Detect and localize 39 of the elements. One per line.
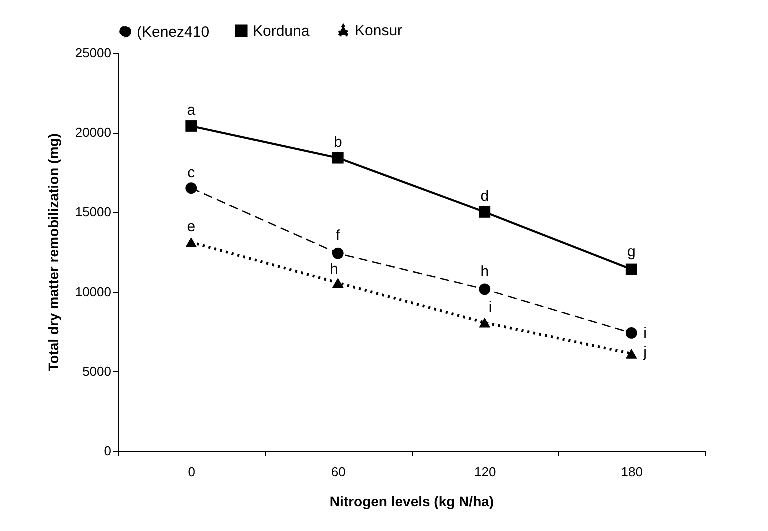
x-tick-label: 120 xyxy=(474,464,496,480)
x-tick-label: 60 xyxy=(331,464,346,480)
point xyxy=(479,284,491,296)
point xyxy=(186,120,198,132)
y-tick-label: 5000 xyxy=(82,364,112,379)
point xyxy=(626,328,638,339)
annotation: c xyxy=(188,164,196,182)
annotation: b xyxy=(334,134,342,152)
y-tick-label: 0 xyxy=(104,444,112,458)
point xyxy=(626,264,638,276)
annotation: g xyxy=(627,244,636,261)
x-tick-label: 180 xyxy=(621,464,643,480)
point xyxy=(332,248,344,260)
annotation: j xyxy=(642,344,647,361)
annotation: h xyxy=(330,261,338,278)
annotation: f xyxy=(336,228,342,245)
x-tick-label: 0 xyxy=(188,464,196,480)
y-axis-title: Total dry matter remobilization (mg) xyxy=(45,134,62,372)
point xyxy=(186,238,198,248)
annotation: a xyxy=(187,102,196,120)
x-axis-title: Nitrogen levels (kg N/ha) xyxy=(330,494,494,510)
legend-label: Konsur xyxy=(355,22,403,40)
point xyxy=(479,318,491,328)
annotation: e xyxy=(187,218,196,236)
annotation: h xyxy=(480,263,490,280)
y-tick-label: 15000 xyxy=(75,204,112,220)
point xyxy=(332,278,344,288)
point xyxy=(626,348,638,359)
y-tick-label: 10000 xyxy=(75,284,112,300)
annotation: i xyxy=(644,325,647,342)
point xyxy=(186,182,198,194)
point xyxy=(332,152,344,164)
point xyxy=(479,206,491,218)
y-tick-label: 25000 xyxy=(75,46,112,60)
y-tick-label: 20000 xyxy=(75,125,112,140)
annotation: i xyxy=(488,298,492,316)
legend-label: (Kenez410 xyxy=(137,24,210,41)
annotation: d xyxy=(480,188,490,206)
legend-label: Korduna xyxy=(253,23,310,40)
